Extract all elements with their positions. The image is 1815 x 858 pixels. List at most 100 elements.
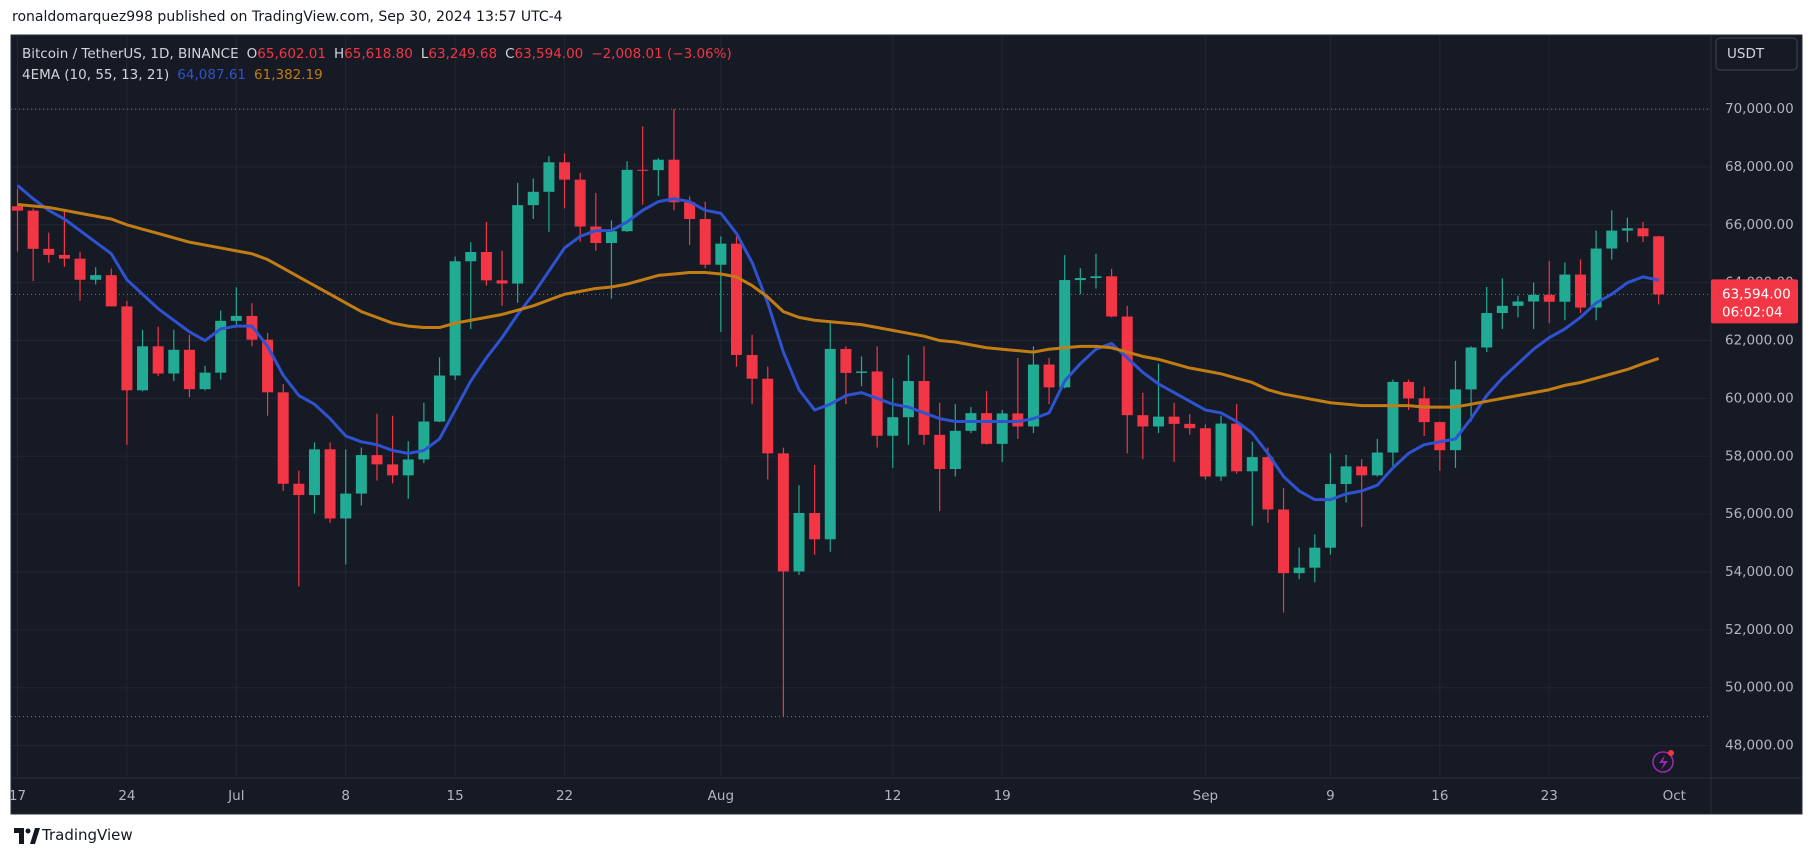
candle-body [449, 261, 461, 376]
ohlc-key: O [246, 46, 258, 62]
candle-body [183, 349, 195, 390]
candle-body [496, 280, 508, 284]
candle-body [121, 306, 133, 391]
x-tick-label: Sep [1193, 788, 1218, 804]
y-tick-label: 48,000.00 [1725, 738, 1794, 754]
x-tick-label: 8 [341, 788, 350, 804]
candle-body [12, 206, 23, 211]
candle-body [168, 349, 180, 374]
candle-body [74, 258, 86, 280]
candle-body [324, 449, 336, 519]
ohlc-value: 65,602.01 [257, 46, 326, 62]
grid [11, 35, 1711, 778]
chart-background [10, 34, 1803, 815]
candle-body [293, 483, 305, 496]
candle-body [1496, 305, 1508, 314]
x-tick-label: 17 [9, 788, 26, 804]
candle-body [27, 210, 39, 249]
candle-body [1184, 423, 1196, 429]
candle-body [1309, 547, 1321, 568]
candle-body [371, 455, 383, 465]
candle-body [402, 459, 414, 476]
brand: TradingView [42, 826, 133, 844]
candle-body [465, 251, 477, 262]
candle-body [1371, 452, 1383, 476]
ohlc-value: 63,594.00 [514, 46, 584, 62]
x-tick-label: 16 [1431, 788, 1448, 804]
candle-body [793, 512, 805, 572]
candle-body [1528, 294, 1540, 302]
symbol-title: Bitcoin / TetherUS, 1D, BINANCE [22, 46, 239, 62]
candle-body [1012, 413, 1024, 427]
plot [11, 108, 1711, 718]
currency-button[interactable] [1715, 37, 1798, 71]
candle-body [1137, 415, 1149, 427]
last-price-tag [1711, 279, 1798, 324]
x-tick-label: 24 [118, 788, 135, 804]
candle-body [652, 159, 664, 171]
candle-body [824, 348, 836, 540]
x-tick-label: Oct [1663, 788, 1686, 804]
candle-body [1653, 236, 1665, 295]
candle-body [1231, 423, 1243, 472]
candle-body [746, 354, 758, 379]
candle-body [605, 231, 617, 244]
candle-body [1262, 457, 1274, 510]
alert-icon[interactable] [1652, 750, 1674, 773]
candle-body [1449, 389, 1461, 451]
candle-body [574, 179, 586, 227]
y-tick-label: 66,000.00 [1725, 217, 1794, 233]
candle-body [1340, 466, 1352, 485]
candle-body [137, 346, 149, 391]
candle-body [918, 381, 930, 435]
x-tick-label: Jul [227, 788, 244, 804]
candle-body [699, 219, 711, 265]
legend: Bitcoin / TetherUS, 1D, BINANCE O65,602.0… [22, 44, 732, 86]
candle-body [512, 205, 524, 284]
candle-body [809, 512, 821, 540]
candle-body [777, 453, 789, 572]
candle-body [215, 320, 227, 373]
candle-body [1106, 276, 1118, 317]
candle-body [1481, 313, 1493, 348]
legend-row: Bitcoin / TetherUS, 1D, BINANCE O65,602.0… [22, 44, 732, 65]
x-tick-label: Aug [708, 788, 734, 804]
candle-body [1168, 416, 1180, 424]
last-price-label: 63,594.00 [1722, 286, 1791, 302]
candle-body [1324, 484, 1336, 548]
price-axis: 48,000.00 50,000.00 52,000.00 54,000.00 56,0… [1711, 101, 1798, 754]
candle-body [949, 430, 961, 469]
candle-body [1637, 228, 1649, 237]
candle-body [1590, 248, 1602, 308]
y-tick-label: 62,000.00 [1725, 333, 1794, 349]
candle-body [527, 191, 539, 206]
brand-logo [14, 828, 40, 844]
candle-body [434, 375, 446, 422]
candle-body [1027, 364, 1039, 427]
x-tick-label: 9 [1326, 788, 1335, 804]
candle-body [559, 162, 571, 180]
ohlc-key: L [420, 46, 429, 62]
candle-body [715, 243, 727, 265]
candle-body [1199, 428, 1211, 477]
ohlc-value: 65,618.80 [344, 46, 413, 62]
candle-body [1559, 274, 1571, 302]
ema-line [16, 184, 1659, 502]
candle-body [1043, 364, 1055, 388]
ohlc-key: H [333, 46, 345, 62]
candle-body [1121, 316, 1133, 416]
y-tick-label: 58,000.00 [1725, 448, 1794, 464]
candle-body [199, 372, 211, 390]
x-tick-label: 22 [556, 788, 573, 804]
candle-body [902, 381, 914, 418]
candle-body [1434, 422, 1446, 451]
candle-body [1387, 381, 1399, 453]
candle-body [90, 275, 102, 280]
candle-body [1293, 567, 1305, 574]
ema-line [17, 203, 1660, 409]
candle-body [668, 159, 680, 203]
candle-body [43, 248, 55, 255]
ohlc-key: C [505, 46, 515, 62]
